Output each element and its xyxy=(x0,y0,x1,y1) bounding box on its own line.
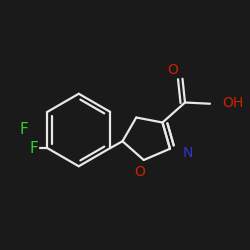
Text: O: O xyxy=(167,63,178,77)
Text: F: F xyxy=(20,122,28,138)
Text: OH: OH xyxy=(222,96,244,110)
Text: F: F xyxy=(29,140,38,156)
Text: N: N xyxy=(182,146,193,160)
Text: O: O xyxy=(134,166,145,179)
